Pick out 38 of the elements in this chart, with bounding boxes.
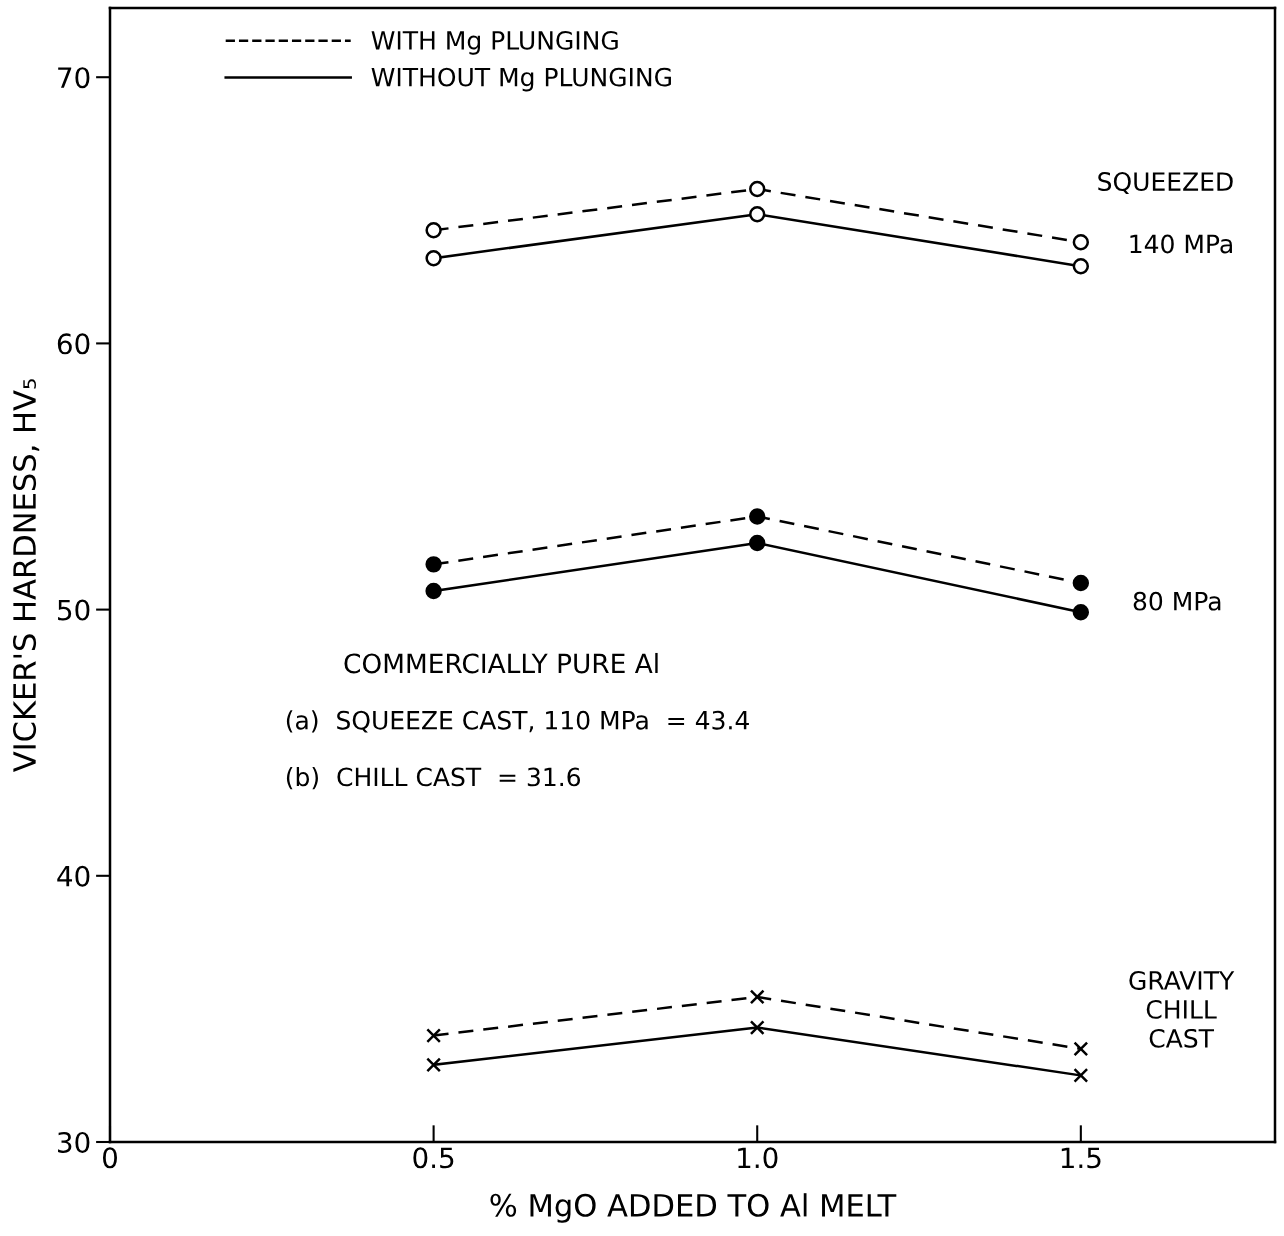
y-tick-label: 50 [58, 599, 90, 621]
annotation: GRAVITY CHILL CAST [1129, 970, 1235, 1048]
point [1073, 1041, 1089, 1057]
y-tick-label: 30 [58, 1131, 90, 1153]
x-tick-label: 1.0 [738, 1147, 778, 1169]
x-tick-label: 1.5 [1061, 1147, 1101, 1169]
x-tick-label: 0.5 [413, 1147, 454, 1169]
y-tick-label: 60 [57, 333, 90, 355]
point [426, 1028, 442, 1044]
point [749, 534, 766, 552]
point [425, 222, 442, 239]
point [749, 180, 766, 198]
legend-label: WITHOUT Mg PLUNGING [371, 67, 671, 92]
point [749, 1020, 765, 1036]
point [1073, 1067, 1089, 1083]
annotation: 140 MPa [1130, 234, 1232, 254]
annotation: (b) CHILL CAST = 31.6 [286, 767, 581, 790]
y-tick-label: 40 [57, 865, 90, 887]
point [1072, 234, 1090, 251]
point [1072, 258, 1090, 275]
y-tick-label: 70 [58, 67, 90, 89]
point [425, 250, 442, 267]
y-axis-title: VICKER'S HARDNESS, HV₅ [12, 379, 40, 773]
point [425, 582, 442, 600]
point [749, 206, 766, 223]
x-axis-title: % MgO ADDED TO Al MELT [490, 1193, 897, 1223]
point [426, 1057, 442, 1073]
point [425, 556, 442, 573]
legend-label: WITH Mg PLUNGING [371, 30, 618, 55]
point [1072, 604, 1090, 621]
point [1072, 574, 1090, 592]
annotation: COMMERCIALLY PURE Al [344, 652, 658, 674]
point [749, 989, 765, 1005]
annotation: 80 MPa [1133, 591, 1221, 611]
annotation: SQUEEZED [1098, 172, 1233, 194]
point [749, 508, 766, 525]
x-tick-label: 0 [102, 1147, 117, 1169]
annotation: (a) SQUEEZE CAST, 110 MPa = 43.4 [286, 710, 749, 733]
